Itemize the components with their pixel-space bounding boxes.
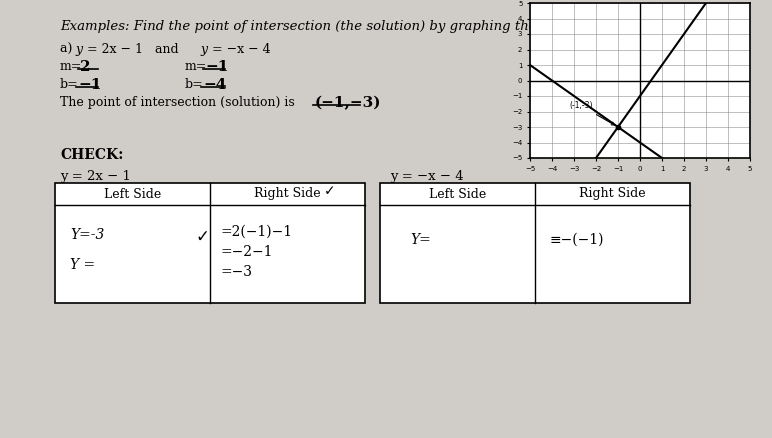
Text: m=: m= <box>185 60 208 73</box>
Text: Examples: Find the point of intersection (the solution) by graphing the followin: Examples: Find the point of intersection… <box>60 20 608 33</box>
Text: −1: −1 <box>205 60 229 74</box>
Text: Right Side: Right Side <box>254 187 321 201</box>
Text: m=: m= <box>60 60 83 73</box>
Text: −4: −4 <box>203 78 226 92</box>
Text: y: y <box>75 43 82 56</box>
Text: ✓: ✓ <box>195 228 209 246</box>
Text: Right Side: Right Side <box>579 187 646 201</box>
Text: =−3: =−3 <box>220 265 252 279</box>
Text: b=: b= <box>60 78 79 91</box>
Text: =2(−1)−1: =2(−1)−1 <box>220 225 292 239</box>
Text: y = 2x − 1: y = 2x − 1 <box>60 170 131 183</box>
Text: b=: b= <box>185 78 204 91</box>
Text: The point of intersection (solution) is: The point of intersection (solution) is <box>60 96 295 109</box>
Text: ✓: ✓ <box>323 184 335 198</box>
Text: Left Side: Left Side <box>429 187 486 201</box>
Bar <box>55 183 365 303</box>
Text: =−2−1: =−2−1 <box>220 245 273 259</box>
Text: CHECK:: CHECK: <box>60 148 124 162</box>
Text: Y=-3: Y=-3 <box>70 228 104 242</box>
Text: (-1,-3): (-1,-3) <box>570 102 615 125</box>
Text: −1: −1 <box>78 78 101 92</box>
Text: a): a) <box>60 43 80 56</box>
Text: Left Side: Left Side <box>104 187 161 201</box>
Text: Y=: Y= <box>410 233 431 247</box>
Text: = −x − 4: = −x − 4 <box>208 43 271 56</box>
Text: y: y <box>200 43 207 56</box>
Text: Y =: Y = <box>70 258 95 272</box>
Bar <box>380 183 690 303</box>
Text: (−1,−3): (−1,−3) <box>315 96 381 110</box>
Text: ≡−(−1): ≡−(−1) <box>550 233 604 247</box>
Text: = 2x − 1   and: = 2x − 1 and <box>83 43 191 56</box>
Text: 2: 2 <box>80 60 90 74</box>
Text: y = −x − 4: y = −x − 4 <box>390 170 464 183</box>
